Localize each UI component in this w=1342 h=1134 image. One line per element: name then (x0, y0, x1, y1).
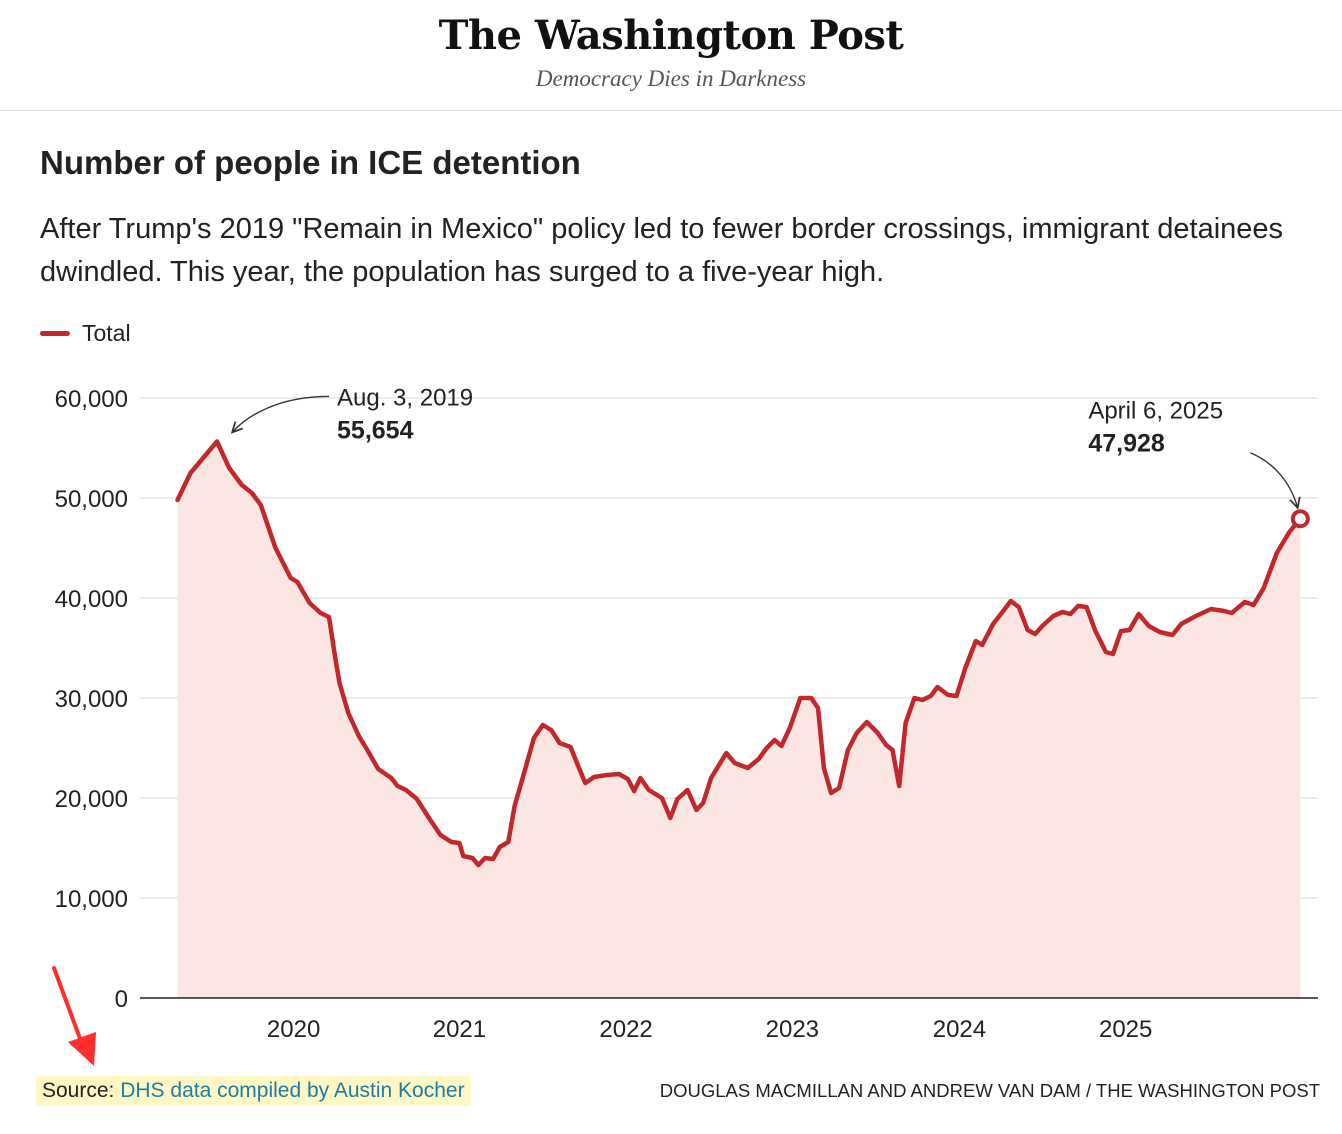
x-tick-label: 2022 (599, 1016, 652, 1043)
chart-title: Number of people in ICE detention (40, 144, 581, 181)
washington-post-logo[interactable]: The Washington Post (438, 12, 904, 59)
y-tick-label: 50,000 (55, 486, 128, 513)
masthead-tagline: Democracy Dies in Darkness (535, 66, 807, 91)
annotation-peak-value: 55,654 (337, 416, 414, 444)
annotation-peak-date: Aug. 3, 2019 (337, 384, 473, 411)
series-line-total (175, 439, 1303, 868)
y-tick-label: 40,000 (55, 586, 128, 613)
annotation-arrow-latest (1250, 452, 1297, 507)
byline-credit: DOUGLAS MACMILLAN AND ANDREW VAN DAM / T… (659, 1080, 1320, 1101)
y-tick-label: 20,000 (55, 786, 128, 813)
y-tick-label: 30,000 (55, 686, 128, 713)
y-tick-label: 0 (115, 986, 128, 1013)
annotations: Aug. 3, 2019 55,654 April 6, 2025 47,928 (233, 384, 1310, 529)
latest-point-marker (1290, 509, 1310, 529)
series-line (175, 439, 1303, 868)
area-fill (177, 441, 1301, 998)
x-tick-label: 2021 (433, 1016, 486, 1043)
x-tick-label: 2024 (933, 1016, 986, 1043)
annotation-latest-value: 47,928 (1088, 430, 1165, 458)
x-tick-label: 2020 (267, 1016, 320, 1043)
series-area-total (177, 441, 1301, 998)
masthead: The Washington Post Democracy Dies in Da… (0, 0, 1342, 111)
source-note: Source: DHS data compiled by Austin Koch… (36, 1076, 471, 1106)
legend: Total (40, 318, 131, 348)
source-prefix: Source: (42, 1079, 121, 1102)
annotation-latest-date: April 6, 2025 (1088, 398, 1223, 425)
axes: 0 10,000 20,000 30,000 40,000 50,000 60,000 202… (55, 386, 1318, 1043)
y-tick-label: 10,000 (55, 886, 128, 913)
y-tick-label: 60,000 (55, 386, 128, 413)
x-tick-label: 2025 (1099, 1016, 1152, 1043)
legend-swatch-total (40, 330, 70, 336)
chart-subtitle: After Trump's 2019 "Remain in Mexico" po… (40, 213, 1284, 288)
x-tick-label: 2023 (766, 1016, 819, 1043)
red-arrow-icon (52, 966, 96, 1066)
legend-label-total: Total (82, 319, 131, 346)
source-link[interactable]: DHS data compiled by Austin Kocher (120, 1079, 465, 1102)
annotation-arrow-peak (233, 395, 330, 431)
